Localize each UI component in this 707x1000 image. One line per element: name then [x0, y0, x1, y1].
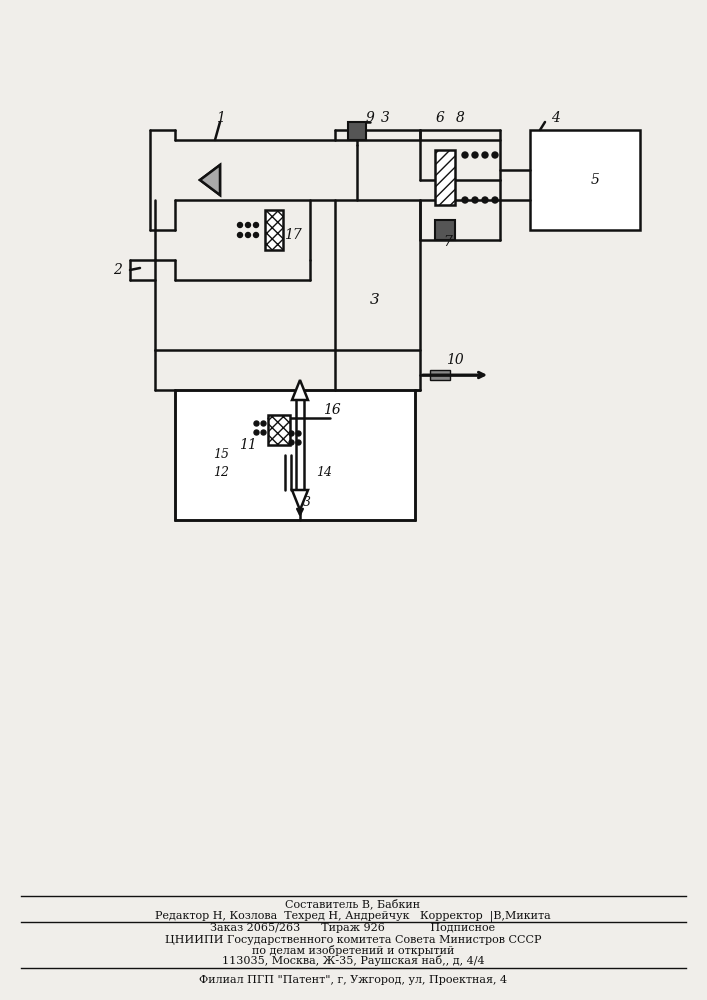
Circle shape [296, 431, 301, 436]
Text: 17: 17 [284, 228, 302, 242]
Circle shape [462, 197, 468, 203]
Text: по делам изобретений и открытий: по делам изобретений и открытий [252, 944, 454, 956]
Bar [435, 150, 455, 205]
Text: 3: 3 [380, 111, 390, 125]
Text: 12: 12 [213, 466, 229, 480]
Circle shape [472, 197, 478, 203]
Polygon shape [200, 165, 220, 195]
Circle shape [254, 430, 259, 435]
Text: 10: 10 [446, 353, 464, 367]
Text: Составитель В, Бабкин: Составитель В, Бабкин [286, 899, 421, 909]
Text: 16: 16 [323, 403, 341, 417]
Text: 113035, Москва, Ж-35, Раушская наб,, д, 4/4: 113035, Москва, Ж-35, Раушская наб,, д, … [222, 954, 484, 966]
Bar [348, 122, 366, 140]
Circle shape [462, 152, 468, 158]
Bar [268, 415, 290, 445]
Text: 13: 13 [295, 495, 311, 508]
Text: 4: 4 [551, 111, 559, 125]
Polygon shape [292, 490, 308, 510]
Text: 1: 1 [216, 111, 224, 125]
Text: 5: 5 [590, 173, 600, 187]
Text: Филиал ПГП "Патент", г, Ужгород, ул, Проектная, 4: Филиал ПГП "Патент", г, Ужгород, ул, Про… [199, 975, 507, 985]
Circle shape [289, 431, 294, 436]
Bar [430, 370, 450, 380]
Text: Заказ 2065/263      Тираж 926             Подписное: Заказ 2065/263 Тираж 926 Подписное [211, 923, 496, 933]
Circle shape [254, 223, 259, 228]
Bar [265, 210, 283, 250]
Circle shape [261, 421, 266, 426]
Circle shape [492, 152, 498, 158]
Circle shape [238, 223, 243, 228]
Text: ЦНИИПИ Государственного комитета Совета Министров СССР: ЦНИИПИ Государственного комитета Совета … [165, 935, 542, 945]
Circle shape [492, 197, 498, 203]
Text: 11: 11 [239, 438, 257, 452]
Text: 14: 14 [316, 466, 332, 480]
Text: 3: 3 [370, 293, 380, 307]
Text: Редактор Н, Козлова  Техред Н, Андрейчук   Корректор  |В,Микита: Редактор Н, Козлова Техред Н, Андрейчук … [155, 910, 551, 922]
Text: 7: 7 [443, 235, 452, 249]
Circle shape [245, 232, 250, 237]
Circle shape [261, 430, 266, 435]
Circle shape [245, 223, 250, 228]
Circle shape [296, 440, 301, 445]
Text: 6: 6 [436, 111, 445, 125]
Circle shape [482, 197, 488, 203]
Bar [530, 130, 640, 230]
Circle shape [289, 440, 294, 445]
Circle shape [238, 232, 243, 237]
Text: 15: 15 [213, 448, 229, 462]
Text: 9: 9 [366, 111, 375, 125]
Circle shape [482, 152, 488, 158]
Circle shape [472, 152, 478, 158]
Circle shape [254, 421, 259, 426]
Circle shape [254, 232, 259, 237]
Polygon shape [292, 380, 308, 400]
Polygon shape [200, 165, 220, 195]
Text: 2: 2 [114, 263, 122, 277]
Text: 8: 8 [455, 111, 464, 125]
Bar [175, 390, 415, 520]
Bar [435, 220, 455, 240]
